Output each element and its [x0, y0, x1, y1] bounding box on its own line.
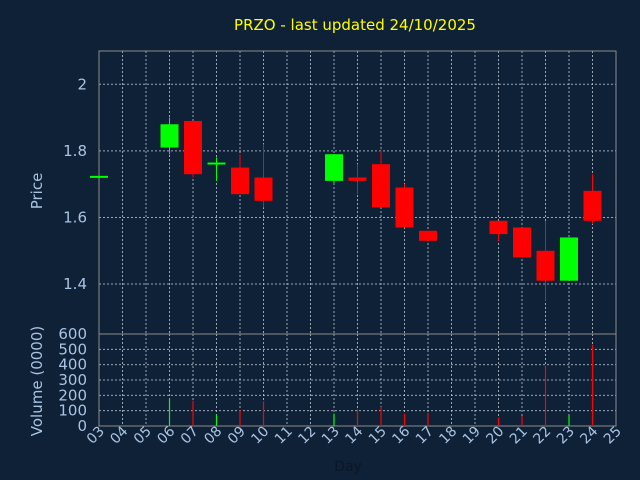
price-tick-label: 2: [77, 75, 87, 93]
volume-axis-label: Volume (0000): [28, 326, 46, 436]
candle-body: [536, 250, 555, 281]
candle-body: [583, 190, 602, 221]
volume-tick-label: 300: [58, 371, 87, 389]
candle-body: [231, 167, 249, 195]
candle-body: [372, 164, 390, 208]
candle-body: [395, 187, 414, 228]
candle-body: [325, 154, 343, 181]
candle-body: [489, 220, 508, 235]
volume-tick-label: 0: [77, 417, 87, 435]
price-tick-label: 1.8: [63, 142, 87, 160]
candle-body: [419, 230, 437, 241]
x-axis-label: Day: [334, 459, 362, 475]
volume-tick-label: 500: [58, 340, 87, 358]
price-panel: 1.4 1.6 1.8 2: [63, 50, 617, 335]
candle-body: [90, 175, 108, 178]
volume-tick-label: 600: [58, 325, 87, 343]
candle-body: [254, 177, 273, 201]
candle-body: [160, 124, 179, 148]
price-tick-label: 1.4: [63, 275, 87, 293]
price-axis-label: Price: [28, 173, 46, 210]
candle-body: [207, 162, 226, 165]
volume-tick-label: 100: [58, 402, 87, 420]
price-tick-label: 1.6: [63, 208, 87, 226]
candle-body: [513, 227, 531, 258]
volume-tick-label: 200: [58, 386, 87, 404]
candle-body: [560, 237, 578, 281]
chart-title: PRZO - last updated 24/10/2025: [234, 16, 476, 34]
volume-tick-label: 400: [58, 356, 87, 374]
candle-body: [348, 177, 367, 181]
candle-body: [184, 120, 202, 175]
